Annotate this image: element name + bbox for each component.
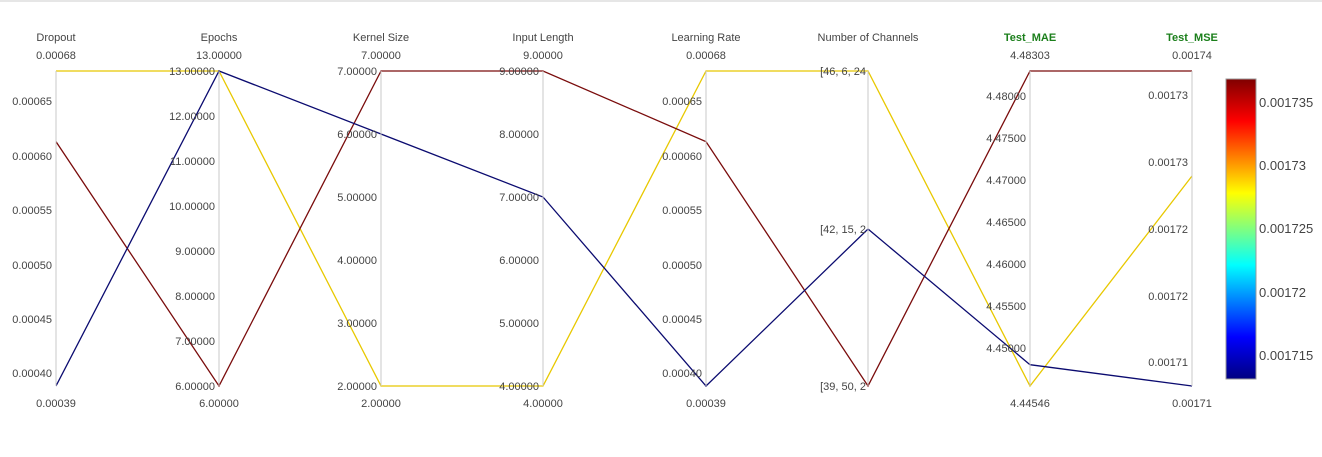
tick-label: 0.00045 [662, 314, 702, 326]
axis-title: Kernel Size [353, 32, 409, 44]
tick-label: 5.00000 [499, 318, 539, 330]
colorbar-label: 0.001725 [1259, 221, 1313, 236]
tick-label: 0.00173 [1148, 157, 1188, 169]
axis-min-label: 0.00039 [686, 398, 726, 410]
tick-label: 4.46500 [986, 217, 1026, 229]
tick-label: 0.00172 [1148, 291, 1188, 303]
tick-label: 5.00000 [337, 192, 377, 204]
tick-label: 11.00000 [170, 156, 215, 168]
axis-min-label: 4.00000 [523, 398, 563, 410]
axis-test-mae: Test_MAE 4.48303 4.44546 4.48000 4.47500 4.47… [986, 32, 1056, 410]
tick-label: [42, 15, 2 [820, 224, 866, 236]
axis-max-label: 0.00068 [36, 50, 76, 62]
tick-label: 7.00000 [337, 66, 377, 78]
axis-title: Test_MAE [1004, 32, 1056, 44]
tick-label: 4.48000 [986, 91, 1026, 103]
axis-min-label: 0.00171 [1172, 398, 1212, 410]
axes-group: Dropout 0.00068 0.00039 0.00065 0.00060 0.000… [12, 32, 1218, 410]
axis-min-label: 2.00000 [361, 398, 401, 410]
axis-kernel-size: Kernel Size 7.00000 2.00000 7.00000 6.00000 5… [337, 32, 409, 410]
tick-label: 4.46000 [986, 259, 1026, 271]
series-line-2 [55, 70, 1192, 388]
series-line-3 [55, 70, 1193, 387]
tick-label: 0.00065 [662, 96, 702, 108]
axis-title: Input Length [512, 32, 573, 44]
tick-label: 6.00000 [499, 255, 539, 267]
axis-min-label: 4.44546 [1010, 398, 1050, 410]
colorbar-label: 0.00173 [1259, 158, 1306, 173]
axis-max-label: 0.00174 [1172, 50, 1212, 62]
tick-label: 9.00000 [175, 246, 215, 258]
axis-max-label: 4.48303 [1010, 50, 1050, 62]
tick-label: 4.45500 [986, 301, 1026, 313]
series-line-1 [56, 70, 1193, 388]
colorbar-label: 0.001735 [1259, 95, 1313, 110]
axis-number-of-channels: Number of Channels [46, 6, 24 [42, 15, 2 [3… [818, 32, 919, 393]
axis-title: Dropout [36, 32, 75, 44]
tick-label: 4.47000 [986, 175, 1026, 187]
tick-label: 0.00050 [12, 260, 52, 272]
tick-label: 4.47500 [986, 133, 1026, 145]
axis-title: Epochs [201, 32, 238, 44]
axis-max-label: 0.00068 [686, 50, 726, 62]
tick-label: [39, 50, 2 [820, 381, 866, 393]
tick-label: 12.00000 [169, 111, 215, 123]
tick-label: 4.45000 [986, 343, 1026, 355]
tick-label: 9.00000 [499, 66, 539, 78]
axis-dropout: Dropout 0.00068 0.00039 0.00065 0.00060 0.000… [12, 32, 76, 410]
axis-min-label: 0.00039 [36, 398, 76, 410]
axis-input-length: Input Length 9.00000 4.00000 9.00000 8.00000… [499, 32, 573, 410]
tick-label: 2.00000 [337, 381, 377, 393]
tick-label: 7.00000 [175, 336, 215, 348]
tick-label: 13.00000 [169, 66, 215, 78]
axis-learning-rate: Learning Rate 0.00068 0.00039 0.00065 0.0006… [662, 32, 740, 410]
tick-label: 0.00055 [12, 205, 52, 217]
tick-label: 10.00000 [169, 201, 215, 213]
axis-title: Learning Rate [671, 32, 740, 44]
tick-label: 4.00000 [337, 255, 377, 267]
tick-label: 0.00040 [12, 368, 52, 380]
axis-epochs: Epochs 13.00000 6.00000 13.00000 12.00000 11.… [169, 32, 242, 410]
axis-max-label: 13.00000 [196, 50, 242, 62]
tick-label: 0.00045 [12, 314, 52, 326]
tick-label: 0.00065 [12, 96, 52, 108]
colorbar-label: 0.001715 [1259, 348, 1313, 363]
axis-max-label: 7.00000 [361, 50, 401, 62]
tick-label: 8.00000 [175, 291, 215, 303]
tick-label: 4.00000 [499, 381, 539, 393]
tick-label: 7.00000 [499, 192, 539, 204]
tick-label: 6.00000 [337, 129, 377, 141]
tick-label: 3.00000 [337, 318, 377, 330]
colorbar: 0.001735 0.00173 0.001725 0.00172 0.001715 [1225, 78, 1313, 380]
tick-label: 0.00173 [1148, 90, 1188, 102]
tick-label: 0.00060 [12, 151, 52, 163]
tick-label: 0.00040 [662, 368, 702, 380]
axis-max-label: 9.00000 [523, 50, 563, 62]
tick-label: 0.00172 [1148, 224, 1188, 236]
tick-label: 0.00060 [662, 151, 702, 163]
colorbar-gradient [1225, 78, 1257, 380]
axis-min-label: 6.00000 [199, 398, 239, 410]
axis-title: Number of Channels [818, 32, 919, 44]
colorbar-label: 0.00172 [1259, 285, 1306, 300]
tick-label: 0.00171 [1148, 357, 1188, 369]
tick-label: 0.00055 [662, 205, 702, 217]
colorbar-labels: 0.001735 0.00173 0.001725 0.00172 0.001715 [1259, 95, 1313, 363]
tick-label: 8.00000 [499, 129, 539, 141]
tick-label: 0.00050 [662, 260, 702, 272]
tick-label: [46, 6, 24 [820, 66, 866, 78]
tick-label: 6.00000 [175, 381, 215, 393]
axis-test-mse: Test_MSE 0.00174 0.00171 0.00173 0.00173 0.00… [1148, 32, 1218, 410]
series-lines [55, 70, 1193, 388]
axis-title: Test_MSE [1166, 32, 1218, 44]
top-divider [0, 0, 1322, 2]
